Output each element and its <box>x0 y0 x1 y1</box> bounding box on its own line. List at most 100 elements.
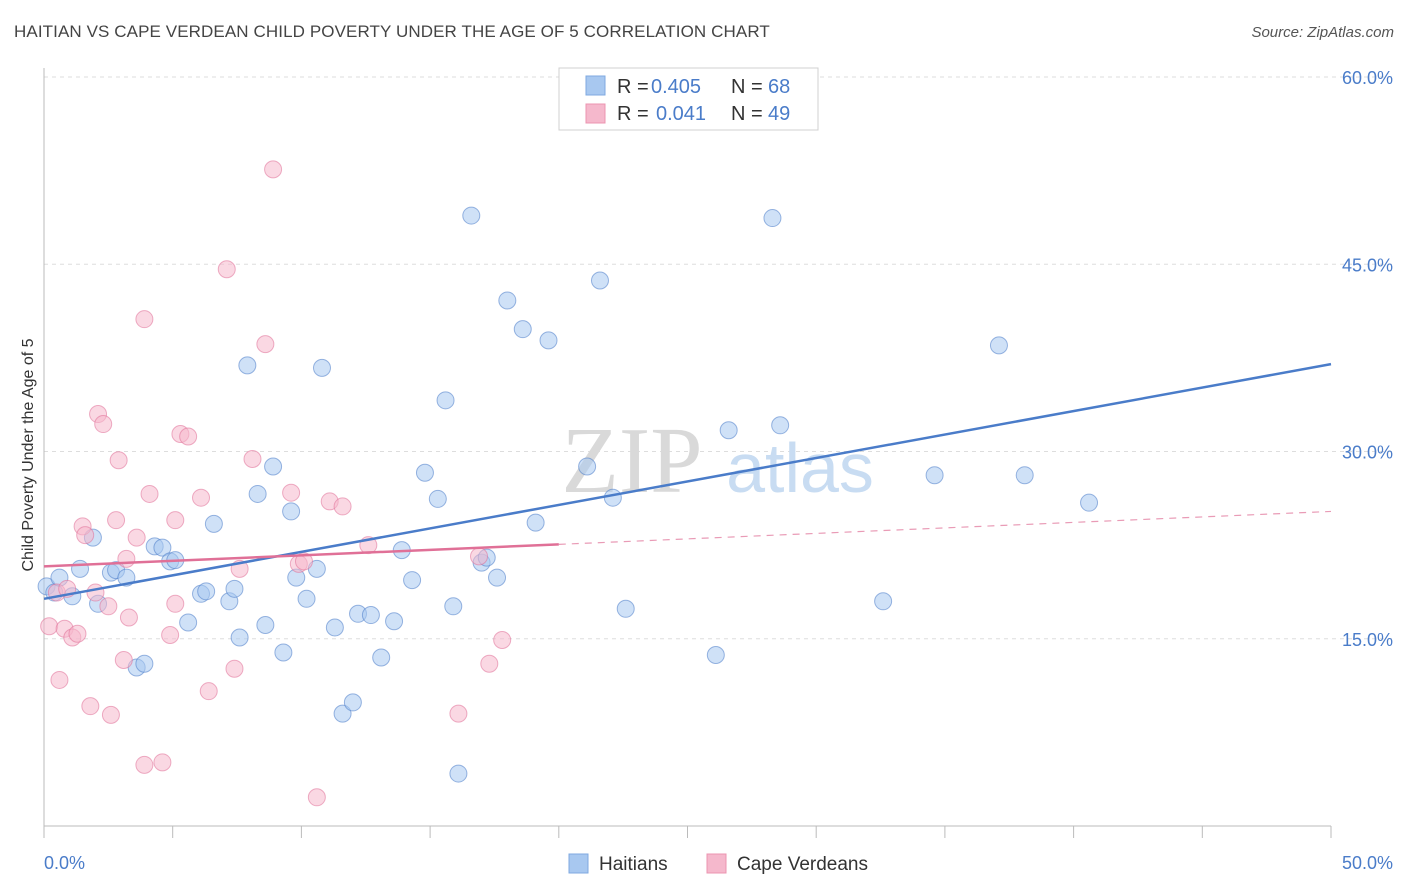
point-haitians-41 <box>403 571 422 590</box>
point-haitians-42 <box>415 463 434 482</box>
point-haitians-33 <box>325 618 344 637</box>
point-haitians-62 <box>771 416 790 435</box>
axes <box>43 68 1332 838</box>
point-haitians-39 <box>385 612 404 631</box>
point-haitians-63 <box>874 592 893 611</box>
point-cape-verdeans-41 <box>307 788 326 807</box>
point-haitians-66 <box>1015 466 1034 485</box>
point-cape-verdeans-23 <box>140 484 159 503</box>
source-label: Source: ZipAtlas.com <box>1251 24 1394 41</box>
point-haitians-34 <box>333 704 352 723</box>
legend-n-label-2: N = <box>731 103 763 125</box>
point-cape-verdeans-38 <box>282 483 301 502</box>
point-cape-verdeans-0 <box>40 617 59 636</box>
bottom-legend-swatch-haitians <box>568 853 589 874</box>
point-cape-verdeans-2 <box>50 670 69 689</box>
bottom-legend-swatch-cape-verdeans <box>706 853 727 874</box>
legend-r-value-1: 0.405 <box>651 76 701 98</box>
legend-swatch-haitians <box>585 75 606 96</box>
legend-r-label-2: R = <box>617 103 649 125</box>
point-cape-verdeans-8 <box>76 526 95 545</box>
point-haitians-55 <box>578 457 597 476</box>
point-cape-verdeans-15 <box>107 511 126 530</box>
point-cape-verdeans-30 <box>192 488 211 507</box>
watermark: ZIP atlas <box>562 409 874 513</box>
point-haitians-51 <box>498 291 517 310</box>
point-cape-verdeans-18 <box>117 549 136 568</box>
point-cape-verdeans-6 <box>68 624 87 643</box>
point-cape-verdeans-35 <box>243 449 262 468</box>
point-cape-verdeans-12 <box>94 415 113 434</box>
point-cape-verdeans-47 <box>480 654 499 673</box>
x-tick-label-1: 50.0% <box>1342 853 1393 873</box>
x-tick-label-0: 0.0% <box>44 853 85 873</box>
point-cape-verdeans-31 <box>199 682 218 701</box>
grid-lines <box>44 76 1392 640</box>
legend-n-value-2: 49 <box>768 103 790 125</box>
point-cape-verdeans-21 <box>135 310 154 329</box>
trend-line-cape-verdeans-solid <box>43 543 559 568</box>
point-haitians-60 <box>719 421 738 440</box>
legend-r-label-1: R = <box>617 76 649 98</box>
point-cape-verdeans-29 <box>179 427 198 446</box>
point-haitians-19 <box>204 514 223 533</box>
bottom-legend-label-cape-verdeans: Cape Verdeans <box>737 854 868 875</box>
trend-line-cape-verdeans-dashed <box>558 510 1332 545</box>
point-cape-verdeans-40 <box>294 552 313 571</box>
bottom-legend: Haitians Cape Verdeans <box>568 853 868 875</box>
point-haitians-53 <box>526 513 545 532</box>
point-cape-verdeans-33 <box>225 659 244 678</box>
point-haitians-21 <box>225 579 244 598</box>
point-haitians-28 <box>282 502 301 521</box>
point-haitians-4 <box>71 559 90 578</box>
point-haitians-26 <box>264 457 283 476</box>
legend-n-value-1: 68 <box>768 76 790 98</box>
y-tick-label-3: 60.0% <box>1342 68 1393 88</box>
y-tick-label-1: 30.0% <box>1342 443 1393 463</box>
point-haitians-56 <box>590 271 609 290</box>
watermark-atlas: atlas <box>726 429 874 507</box>
point-haitians-59 <box>706 645 725 664</box>
point-haitians-24 <box>248 484 267 503</box>
point-cape-verdeans-16 <box>109 451 128 470</box>
point-cape-verdeans-45 <box>449 704 468 723</box>
point-cape-verdeans-43 <box>333 497 352 516</box>
trend-lines <box>43 362 1332 601</box>
point-haitians-67 <box>1080 493 1099 512</box>
point-cape-verdeans-9 <box>81 697 100 716</box>
legend-n-label-1: N = <box>731 76 763 98</box>
point-cape-verdeans-17 <box>114 650 133 669</box>
legend-r-value-2: 0.041 <box>656 103 706 125</box>
point-cape-verdeans-24 <box>153 753 172 772</box>
point-haitians-44 <box>436 391 455 410</box>
point-cape-verdeans-25 <box>161 626 180 645</box>
point-haitians-16 <box>179 613 198 632</box>
point-haitians-43 <box>428 489 447 508</box>
chart-title: HAITIAN VS CAPE VERDEAN CHILD POVERTY UN… <box>14 22 770 41</box>
point-haitians-52 <box>513 320 532 339</box>
point-cape-verdeans-19 <box>119 608 138 627</box>
point-haitians-61 <box>763 209 782 228</box>
trend-line-haitians <box>43 362 1332 601</box>
point-haitians-50 <box>488 568 507 587</box>
point-haitians-57 <box>603 488 622 507</box>
point-haitians-11 <box>135 654 154 673</box>
point-haitians-35 <box>343 693 362 712</box>
point-cape-verdeans-22 <box>135 755 154 774</box>
point-haitians-46 <box>449 764 468 783</box>
point-haitians-18 <box>197 582 216 601</box>
point-haitians-54 <box>539 331 558 350</box>
point-cape-verdeans-32 <box>217 260 236 279</box>
point-cape-verdeans-36 <box>256 335 275 354</box>
point-cape-verdeans-37 <box>264 160 283 179</box>
point-haitians-47 <box>462 206 481 225</box>
legend: R = 0.405 N = 68 R = 0.041 N = 49 <box>558 67 819 131</box>
point-cape-verdeans-10 <box>86 583 105 602</box>
y-tick-label-2: 45.0% <box>1342 255 1393 275</box>
point-haitians-27 <box>274 643 293 662</box>
point-haitians-64 <box>925 466 944 485</box>
data-points <box>37 160 1099 807</box>
y-tick-label-0: 15.0% <box>1342 630 1393 650</box>
point-haitians-32 <box>312 358 331 377</box>
